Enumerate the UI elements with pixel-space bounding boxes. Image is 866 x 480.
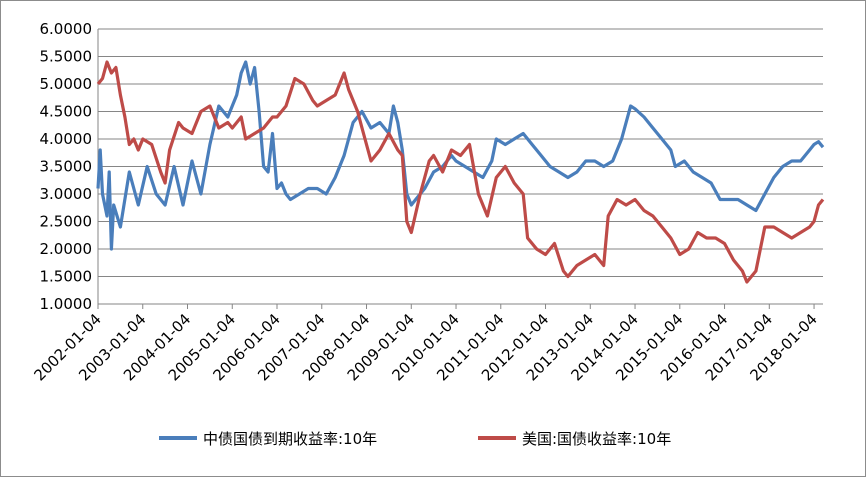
y-tick-label: 1.5000 <box>40 268 93 286</box>
y-tick-label: 4.0000 <box>40 130 93 148</box>
legend-label-2: 美国:国债收益率:10年 <box>522 430 671 448</box>
legend-label-1: 中债国债到期收益率:10年 <box>203 430 377 448</box>
series-lines <box>96 60 825 284</box>
y-tick-label: 4.5000 <box>40 103 93 121</box>
y-tick-label: 3.5000 <box>40 158 93 176</box>
x-axis: 2002-01-042003-01-042004-01-042005-01-04… <box>30 303 823 384</box>
y-tick-label: 5.5000 <box>40 48 93 66</box>
series-line-2 <box>96 60 825 284</box>
y-tick-label: 3.0000 <box>40 185 93 203</box>
y-tick-label: 2.0000 <box>40 240 93 258</box>
y-tick-label: 6.0000 <box>40 20 93 38</box>
y-axis: 6.0000 5.5000 5.0000 4.5000 4.0000 3.5000 3.00… <box>40 20 99 313</box>
y-tick-label: 1.0000 <box>40 295 93 313</box>
series-line-1 <box>96 60 825 251</box>
legend: 中债国债到期收益率:10年 美国:国债收益率:10年 <box>159 430 671 448</box>
y-tick-label: 2.5000 <box>40 213 93 231</box>
y-tick-label: 5.0000 <box>40 75 93 93</box>
